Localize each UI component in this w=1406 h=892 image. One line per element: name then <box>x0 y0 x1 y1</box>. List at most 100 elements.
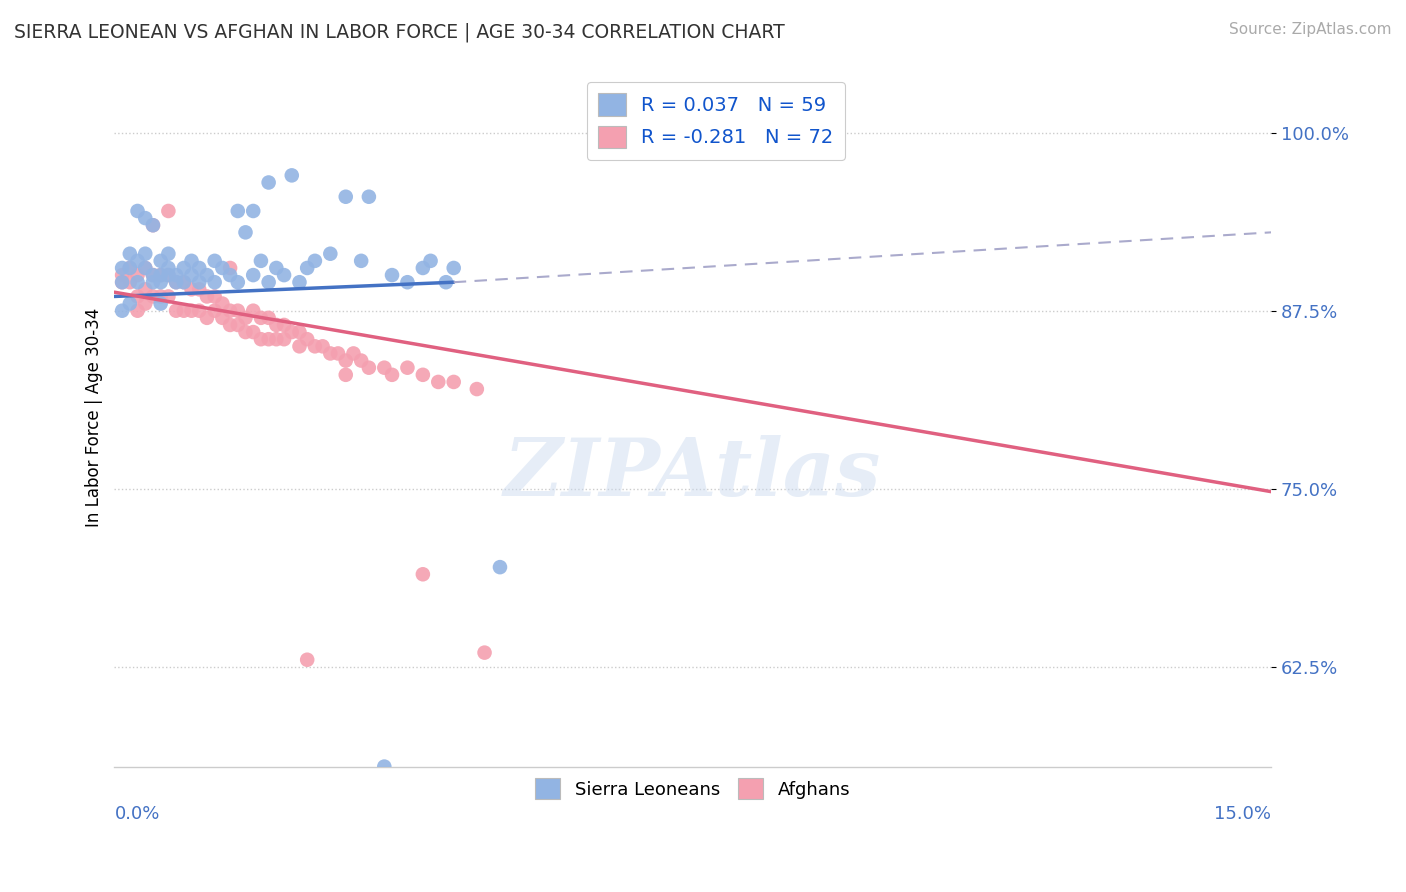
Point <box>350 353 373 368</box>
Point <box>257 275 280 289</box>
Point <box>250 332 273 346</box>
Point <box>173 303 195 318</box>
Point <box>127 268 149 282</box>
Point <box>266 318 288 332</box>
Point <box>250 310 273 325</box>
Point <box>157 268 180 282</box>
Point <box>226 275 249 289</box>
Point <box>295 332 318 346</box>
Point <box>427 375 450 389</box>
Text: 15.0%: 15.0% <box>1215 805 1271 823</box>
Point <box>118 275 141 289</box>
Point <box>204 275 226 289</box>
Point <box>242 325 264 339</box>
Point <box>281 325 304 339</box>
Point <box>226 303 249 318</box>
Point <box>474 646 496 660</box>
Point <box>326 346 349 360</box>
Point <box>257 310 280 325</box>
Point <box>111 303 134 318</box>
Point <box>188 275 211 289</box>
Point <box>396 275 419 289</box>
Point <box>173 260 195 275</box>
Point <box>304 253 326 268</box>
Point <box>242 303 264 318</box>
Point <box>195 268 218 282</box>
Point <box>288 275 311 289</box>
Point <box>195 289 218 303</box>
Point <box>273 268 295 282</box>
Point <box>118 260 141 275</box>
Text: 0.0%: 0.0% <box>114 805 160 823</box>
Point <box>195 310 218 325</box>
Point <box>149 268 172 282</box>
Point <box>295 260 318 275</box>
Point <box>373 759 395 773</box>
Point <box>257 332 280 346</box>
Point <box>412 368 434 382</box>
Point <box>357 360 380 375</box>
Point <box>142 289 165 303</box>
Point <box>242 268 264 282</box>
Point <box>443 375 465 389</box>
Point <box>142 218 165 232</box>
Text: SIERRA LEONEAN VS AFGHAN IN LABOR FORCE | AGE 30-34 CORRELATION CHART: SIERRA LEONEAN VS AFGHAN IN LABOR FORCE … <box>14 22 785 42</box>
Point <box>250 253 273 268</box>
Point <box>180 303 202 318</box>
Point <box>180 282 202 296</box>
Point <box>173 275 195 289</box>
Point <box>127 303 149 318</box>
Point <box>288 339 311 353</box>
Point <box>443 260 465 275</box>
Point <box>142 268 165 282</box>
Point <box>242 204 264 219</box>
Point <box>412 260 434 275</box>
Point <box>304 339 326 353</box>
Point <box>157 260 180 275</box>
Point <box>219 260 242 275</box>
Point <box>165 275 187 289</box>
Point <box>165 268 187 282</box>
Point <box>319 346 342 360</box>
Point <box>157 268 180 282</box>
Point <box>211 310 233 325</box>
Point <box>134 211 156 226</box>
Point <box>211 296 233 310</box>
Point <box>412 567 434 582</box>
Y-axis label: In Labor Force | Age 30-34: In Labor Force | Age 30-34 <box>86 308 103 527</box>
Point <box>111 268 134 282</box>
Point <box>127 253 149 268</box>
Point <box>157 289 180 303</box>
Point <box>489 560 512 574</box>
Text: ZIPAtlas: ZIPAtlas <box>505 434 882 512</box>
Point <box>335 368 357 382</box>
Point <box>381 268 404 282</box>
Point <box>319 246 342 260</box>
Point <box>188 282 211 296</box>
Point <box>204 289 226 303</box>
Point <box>204 303 226 318</box>
Point <box>142 275 165 289</box>
Point <box>281 169 304 183</box>
Point <box>157 246 180 260</box>
Point <box>134 260 156 275</box>
Point <box>288 325 311 339</box>
Point <box>335 190 357 204</box>
Point <box>165 303 187 318</box>
Point <box>219 318 242 332</box>
Point <box>226 318 249 332</box>
Point <box>111 275 134 289</box>
Point <box>142 218 165 232</box>
Point <box>235 325 257 339</box>
Point <box>273 318 295 332</box>
Point <box>165 275 187 289</box>
Point <box>118 260 141 275</box>
Legend: Sierra Leoneans, Afghans: Sierra Leoneans, Afghans <box>527 771 858 806</box>
Point <box>149 289 172 303</box>
Point <box>273 332 295 346</box>
Point <box>134 246 156 260</box>
Point <box>127 275 149 289</box>
Point <box>465 382 488 396</box>
Point <box>149 268 172 282</box>
Point <box>295 653 318 667</box>
